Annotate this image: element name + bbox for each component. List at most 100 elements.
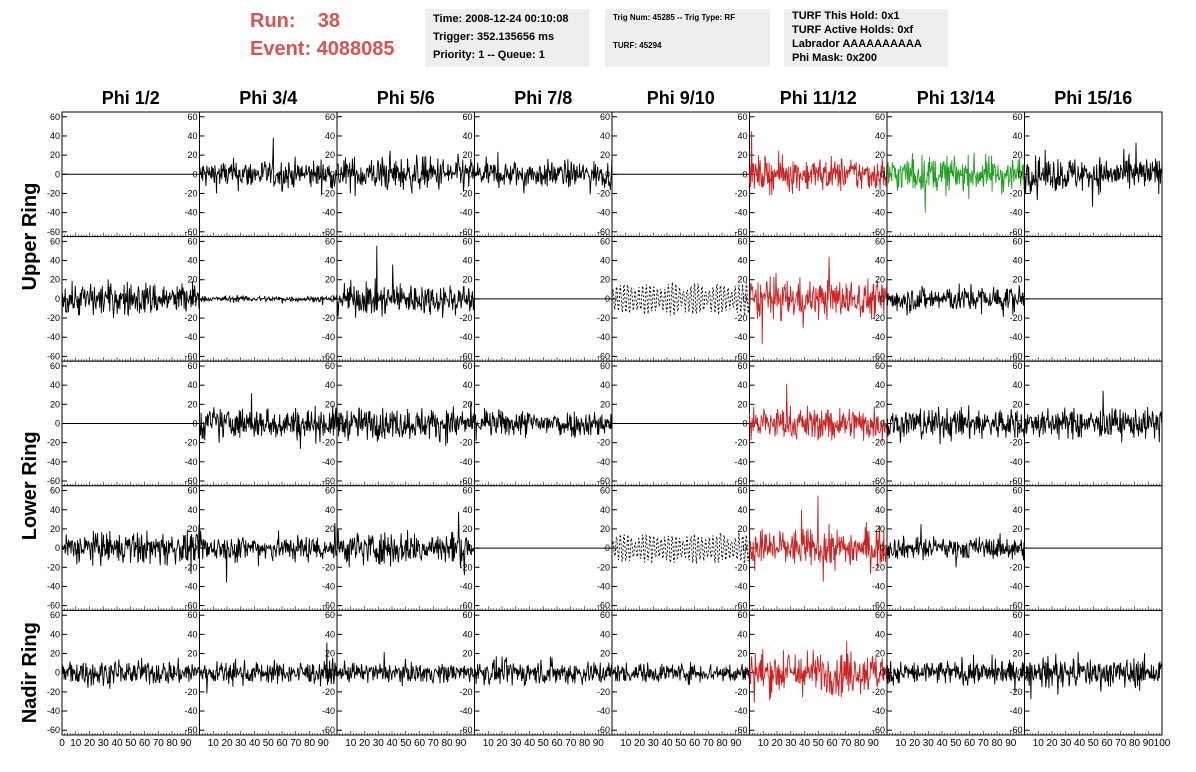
- x-tick-label: 60: [964, 738, 976, 749]
- y-tick-label: 60: [187, 361, 197, 371]
- waveform-trace: [1024, 390, 1163, 443]
- trigger-text: Trigger: 352.135656 ms: [433, 31, 555, 43]
- waveform-panel: 60 40 20 0 -20 -40 -60: [184, 111, 338, 238]
- x-tick-label: 50: [675, 738, 687, 749]
- x-tick-label: 90: [868, 738, 880, 749]
- y-tick-label: 20: [325, 275, 335, 285]
- x-tick-label: 80: [441, 738, 453, 749]
- x-tick-label: 20: [1046, 738, 1058, 749]
- y-tick-label: 60: [737, 112, 747, 122]
- y-tick-label: -20: [1009, 313, 1022, 323]
- y-tick-label: 20: [1012, 399, 1022, 409]
- x-tick-label: 40: [524, 738, 536, 749]
- x-tick-label: 40: [936, 738, 948, 749]
- y-tick-label: -20: [47, 687, 60, 697]
- y-tick-label: -60: [1009, 725, 1022, 735]
- y-tick-label: -20: [184, 562, 197, 572]
- y-tick-label: -40: [597, 706, 610, 716]
- y-tick-label: -20: [184, 687, 197, 697]
- x-tick-label: 50: [538, 738, 550, 749]
- x-tick-label: 30: [648, 738, 660, 749]
- x-tick-label: 30: [98, 738, 110, 749]
- event-value: 4088085: [316, 38, 395, 60]
- y-tick-label: -20: [597, 687, 610, 697]
- y-tick-label: 0: [605, 543, 610, 553]
- phi-mask-text: Phi Mask: 0x200: [792, 52, 877, 64]
- y-tick-label: -40: [184, 332, 197, 342]
- y-tick-label: -60: [322, 351, 335, 361]
- event-label: Event:: [250, 38, 312, 60]
- y-tick-label: -60: [597, 351, 610, 361]
- y-tick-label: -60: [459, 476, 472, 486]
- x-tick-label: 70: [153, 738, 165, 749]
- waveform-trace: [199, 294, 338, 306]
- y-tick-label: 20: [50, 524, 60, 534]
- waveform-trace: [199, 522, 338, 583]
- column-label: Phi 1/2: [102, 88, 160, 108]
- waveform-panel: 60 40 20 0 -20 -40 -60: [184, 236, 338, 362]
- x-tick-label: 40: [386, 738, 398, 749]
- y-tick-label: -60: [1009, 351, 1022, 361]
- ring-label: Lower Ring: [19, 431, 41, 540]
- y-tick-label: -40: [734, 457, 747, 467]
- y-tick-label: -40: [322, 581, 335, 591]
- y-tick-label: 60: [875, 236, 885, 246]
- y-tick-label: 0: [55, 169, 60, 179]
- y-tick-label: -40: [184, 706, 197, 716]
- y-tick-label: 40: [600, 380, 610, 390]
- y-tick-label: 0: [330, 294, 335, 304]
- waveform-trace: [199, 642, 338, 694]
- y-tick-label: 0: [192, 543, 197, 553]
- y-tick-label: -20: [872, 687, 885, 697]
- x-tick-label: 20: [909, 738, 921, 749]
- y-tick-label: -60: [322, 725, 335, 735]
- column-label: Phi 5/6: [377, 88, 435, 108]
- x-tick-label: 10: [345, 738, 357, 749]
- x-tick-label: 60: [139, 738, 151, 749]
- y-tick-label: 40: [737, 256, 747, 266]
- waveform-trace: [199, 137, 338, 196]
- y-tick-label: -20: [459, 687, 472, 697]
- y-tick-label: 60: [737, 361, 747, 371]
- y-tick-label: 0: [1017, 419, 1022, 429]
- x-tick-label: 90: [455, 738, 467, 749]
- y-tick-label: 40: [50, 131, 60, 141]
- y-tick-label: -60: [872, 601, 885, 611]
- x-tick-label: 70: [428, 738, 440, 749]
- priority-text: Priority: 1 -- Queue: 1: [433, 49, 545, 61]
- y-tick-label: 40: [462, 505, 472, 515]
- y-tick-label: -40: [872, 332, 885, 342]
- y-tick-label: -60: [47, 476, 60, 486]
- y-tick-label: 40: [462, 629, 472, 639]
- y-tick-label: 40: [325, 505, 335, 515]
- y-tick-label: -60: [872, 227, 885, 237]
- y-tick-label: 60: [325, 361, 335, 371]
- x-tick-label: 70: [978, 738, 990, 749]
- y-tick-label: 20: [1012, 150, 1022, 160]
- y-tick-label: 20: [462, 399, 472, 409]
- y-tick-label: -40: [47, 457, 60, 467]
- y-tick-label: 60: [50, 486, 60, 496]
- waveform-panel: 60 40 20 0 -20 -40 -60: [322, 609, 475, 736]
- y-tick-label: 0: [192, 169, 197, 179]
- column-label: Phi 3/4: [239, 88, 297, 108]
- y-tick-label: -60: [47, 351, 60, 361]
- y-tick-label: -40: [872, 208, 885, 218]
- x-tick-label: 40: [249, 738, 261, 749]
- event-line: Event: 4088085: [250, 38, 395, 61]
- x-tick-label: 30: [510, 738, 522, 749]
- y-tick-label: 20: [875, 275, 885, 285]
- waveform-trace: [336, 511, 475, 576]
- turf-info-box: TURF This Hold: 0x1 TURF Active Holds: 0…: [784, 9, 948, 67]
- y-tick-label: 20: [187, 399, 197, 409]
- waveform-trace: [474, 407, 613, 441]
- column-label: Phi 9/10: [647, 88, 715, 108]
- y-tick-label: -20: [597, 313, 610, 323]
- waveform-trace: [336, 245, 475, 318]
- waveform-panel: 60 40 20 0 -20 -40 -60: [597, 609, 750, 736]
- x-tick-label: 20: [84, 738, 96, 749]
- y-tick-label: -20: [47, 188, 60, 198]
- y-tick-label: -40: [47, 581, 60, 591]
- y-tick-label: -40: [47, 332, 60, 342]
- waveform-panel: 60 40 20 0 -20 -40 -60: [47, 360, 200, 487]
